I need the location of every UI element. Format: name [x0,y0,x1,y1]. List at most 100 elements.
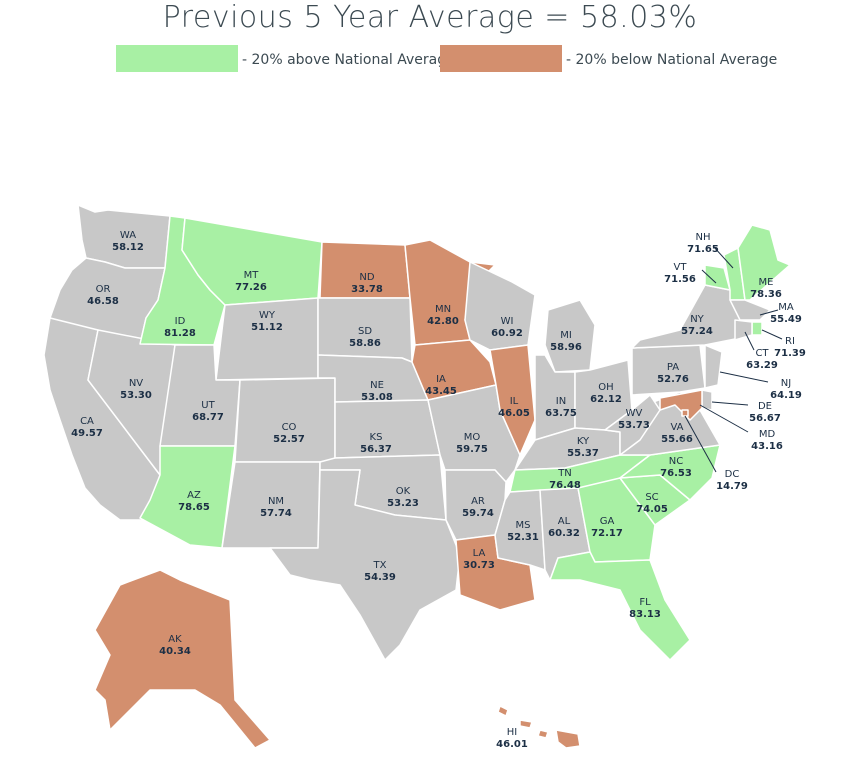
state-abbr-ga: GA [600,516,615,527]
state-value-ri: 71.39 [774,348,806,359]
state-ms [494,489,546,571]
state-value-wi: 60.92 [491,328,523,339]
state-value-ma: 55.49 [770,314,802,325]
state-value-md: 43.16 [751,441,783,452]
state-abbr-ms: MS [516,520,531,531]
state-ct [734,319,753,341]
state-hi [497,705,581,749]
state-value-nc: 76.53 [660,468,692,479]
state-value-id: 81.28 [164,328,196,339]
state-abbr-va: VA [670,422,683,433]
state-az [139,445,236,549]
state-abbr-sc: SC [645,492,658,503]
state-value-wv: 53.73 [618,420,650,431]
state-value-va: 55.66 [661,434,693,445]
state-value-nh: 71.65 [687,244,719,255]
state-abbr-mi: MI [560,330,572,341]
state-value-ok: 53.23 [387,498,419,509]
state-abbr-oh: OH [598,382,613,393]
state-abbr-nv: NV [129,378,143,389]
state-value-ny: 57.24 [681,326,713,337]
map-title: Previous 5 Year Average = 58.03% [162,0,698,35]
state-value-ia: 43.45 [425,386,457,397]
state-value-ct: 63.29 [746,360,778,371]
state-abbr-me: ME [759,277,774,288]
state-il [489,344,536,456]
state-value-ms: 52.31 [507,532,539,543]
state-value-pa: 52.76 [657,374,689,385]
state-abbr-ar: AR [471,496,485,507]
state-value-la: 30.73 [463,560,495,571]
state-value-mn: 42.80 [427,316,459,327]
state-abbr-wy: WY [259,310,276,321]
state-abbr-tn: TN [557,468,572,479]
leader-line-ct [744,331,755,351]
state-abbr-pa: PA [667,362,679,373]
state-value-wy: 51.12 [251,322,283,333]
state-value-vt: 71.56 [664,274,696,285]
state-abbr-il: IL [510,396,519,407]
state-value-nj: 64.19 [770,390,802,401]
state-wv [604,394,661,456]
state-value-tx: 54.39 [364,572,396,583]
state-abbr-sd: SD [358,326,372,337]
state-abbr-ri: RI [785,336,795,347]
state-abbr-ne: NE [370,380,384,391]
state-abbr-al: AL [558,516,571,527]
state-value-nd: 33.78 [351,284,383,295]
state-abbr-ia: IA [436,374,446,385]
state-abbr-dc: DC [725,469,740,480]
state-abbr-la: LA [473,548,486,559]
leader-line-nj [719,371,769,383]
state-abbr-nj: NJ [781,378,791,389]
state-value-wa: 58.12 [112,242,144,253]
state-value-co: 52.57 [273,434,305,445]
legend-swatch-above [116,45,238,72]
leader-line-nh [712,245,734,269]
state-abbr-nc: NC [669,456,683,467]
state-abbr-ca: CA [80,416,94,427]
leader-line-md [699,404,749,433]
state-ak [94,569,271,749]
state-ri [751,321,763,336]
state-abbr-az: AZ [187,490,201,501]
state-value-ca: 49.57 [71,428,103,439]
state-abbr-ky: KY [577,436,590,447]
state-value-hi: 46.01 [496,739,528,750]
state-value-tn: 76.48 [549,480,581,491]
state-abbr-nd: ND [359,272,374,283]
state-abbr-id: ID [175,316,186,327]
state-value-ga: 72.17 [591,528,623,539]
state-abbr-ok: OK [396,486,411,497]
state-value-in: 63.75 [545,408,577,419]
state-value-nm: 57.74 [260,508,292,519]
state-abbr-mt: MT [244,270,260,281]
state-value-nv: 53.30 [120,390,152,401]
state-abbr-ak: AK [168,634,182,645]
state-value-mo: 59.75 [456,444,488,455]
state-abbr-ny: NY [690,314,704,325]
state-value-mt: 77.26 [235,282,267,293]
state-dc [681,409,689,417]
state-abbr-ks: KS [370,432,383,443]
state-abbr-hi: HI [507,727,517,738]
state-abbr-in: IN [556,396,566,407]
legend-swatch-below [440,45,562,72]
state-abbr-nm: NM [268,496,284,507]
state-value-az: 78.65 [178,502,210,513]
state-abbr-fl: FL [639,597,651,608]
leader-line-de [711,401,749,406]
state-abbr-wv: WV [626,408,643,419]
leader-line-vt [701,269,717,284]
state-value-sc: 74.05 [636,504,668,515]
state-value-ky: 55.37 [567,448,599,459]
state-value-sd: 58.86 [349,338,381,349]
state-abbr-ct: CT [755,348,769,359]
state-tx [269,469,461,661]
state-value-or: 46.58 [87,296,119,307]
state-abbr-md: MD [759,429,776,440]
legend-label-above: - 20% above National Average [242,52,455,68]
state-abbr-co: CO [282,422,297,433]
state-abbr-vt: VT [674,262,688,273]
